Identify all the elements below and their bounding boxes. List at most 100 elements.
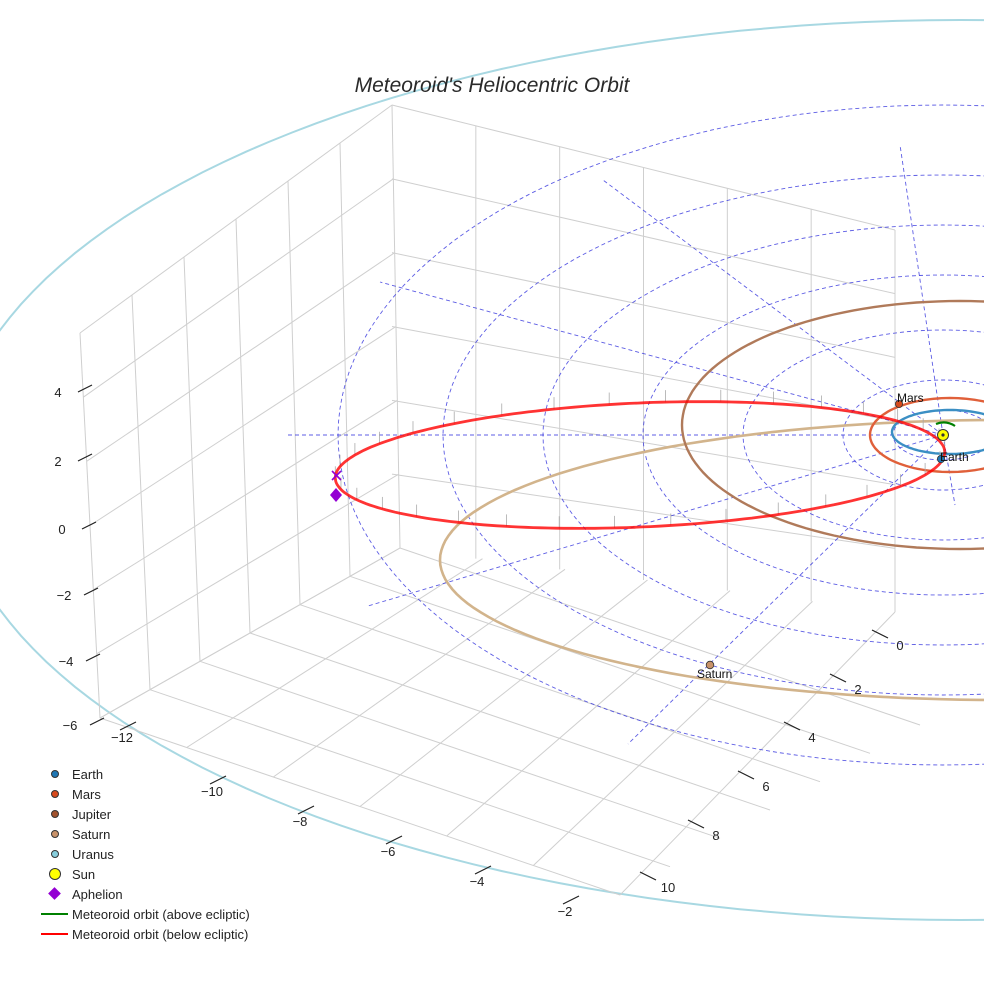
z-tick-label: −6 [63, 718, 78, 733]
x-tick-label: −4 [470, 874, 485, 889]
z-tick-label: 0 [58, 522, 65, 537]
reference-spoke [379, 281, 944, 436]
y-tick-label: 8 [712, 828, 719, 843]
legend-label: Saturn [72, 826, 111, 842]
y-tick-label: 10 [661, 880, 675, 895]
x-tick [474, 865, 492, 875]
legend: Earth Mars Jupiter Saturn Uranus Sun Aphelion M… [36, 764, 250, 944]
legend-symbol [36, 864, 72, 884]
meteoroid-orbit-below [333, 400, 947, 530]
reference-spoke [367, 434, 944, 607]
legend-item[interactable]: Sun [36, 864, 250, 884]
grid-line-floor-a [199, 660, 721, 839]
legend-item[interactable]: Jupiter [36, 804, 250, 824]
z-tick-label: 2 [54, 454, 61, 469]
y-tick-label: 4 [808, 730, 815, 745]
z-tick-label: −4 [59, 654, 74, 669]
x-tick-label: −10 [201, 784, 223, 799]
legend-item[interactable]: Meteoroid orbit (above ecliptic) [36, 904, 250, 924]
saturn-orbit [438, 418, 984, 702]
grid-line-wall-h [93, 399, 398, 591]
aphelion-projection-marker [331, 470, 342, 481]
z-tick [83, 587, 99, 596]
legend-symbol [36, 884, 72, 904]
grid-line-wall-h [79, 104, 393, 334]
legend-label: Jupiter [72, 806, 112, 822]
x-tick-label: −8 [293, 814, 308, 829]
x-tick [119, 721, 137, 731]
x-tick [385, 835, 403, 845]
grid-line-floor-a [399, 547, 921, 726]
grid-line-wall-h [83, 178, 394, 398]
grid-line-floor-a [349, 575, 871, 754]
jupiter-orbit [680, 299, 984, 551]
y-tick [639, 871, 657, 881]
grid-line-floor-b [99, 547, 401, 719]
y-tick-label: 0 [896, 638, 903, 653]
z-tick-label: −2 [57, 588, 72, 603]
z-tick [77, 384, 93, 393]
legend-item[interactable]: Saturn [36, 824, 250, 844]
legend-symbol [36, 924, 72, 944]
legend-symbol [36, 844, 72, 864]
reference-ring [442, 174, 984, 696]
meteoroid-orbit-above [935, 421, 956, 427]
y-tick [737, 770, 755, 780]
mars-marker [895, 399, 904, 408]
saturn-marker [705, 660, 715, 670]
z-tick [81, 521, 97, 530]
x-tick [562, 895, 580, 905]
grid-line-floor-b [186, 558, 483, 748]
grid-line-side-h [391, 104, 896, 231]
y-tick [783, 721, 801, 731]
legend-label: Uranus [72, 846, 114, 862]
legend-symbol [36, 904, 72, 924]
grid-line-wall-h [89, 326, 397, 526]
reference-spoke [627, 434, 944, 745]
y-tick-label: 2 [854, 682, 861, 697]
mars-label: Mars [897, 391, 924, 405]
aphelion-marker [330, 488, 342, 502]
grid-line-side-h [391, 473, 896, 549]
legend-label: Meteoroid orbit (below ecliptic) [72, 926, 249, 942]
y-tick-label: 6 [762, 779, 769, 794]
legend-label: Sun [72, 866, 96, 882]
grid-line-floor-b [532, 600, 813, 866]
reference-spoke [602, 179, 944, 436]
legend-item[interactable]: Mars [36, 784, 250, 804]
legend-item[interactable]: Uranus [36, 844, 250, 864]
grid-line-floor-b [273, 568, 566, 778]
legend-label: Aphelion [72, 886, 123, 902]
grid-line-floor-a [149, 689, 671, 868]
x-tick [297, 805, 315, 815]
y-tick [829, 673, 847, 683]
legend-label: Earth [72, 766, 104, 782]
y-tick [871, 629, 889, 639]
grid-line-floor-b [359, 579, 648, 807]
earth-marker [937, 454, 946, 463]
legend-item[interactable]: Meteoroid orbit (below ecliptic) [36, 924, 250, 944]
legend-label: Meteoroid orbit (above ecliptic) [72, 906, 250, 922]
z-tick [89, 717, 105, 726]
earth-orbit [890, 408, 984, 456]
grid-line-side-h [391, 178, 896, 295]
legend-label: Mars [72, 786, 101, 802]
legend-symbol [36, 784, 72, 804]
x-tick-label: −6 [381, 844, 396, 859]
x-tick-label: −2 [558, 904, 573, 919]
legend-symbol [36, 804, 72, 824]
z-tick [85, 653, 101, 662]
legend-symbol [36, 824, 72, 844]
grid-line-wall-h [86, 252, 395, 462]
z-tick-label: 4 [54, 385, 61, 400]
legend-item[interactable]: Aphelion [36, 884, 250, 904]
grid-line-floor-a [299, 604, 821, 783]
grid-line-side-h [391, 252, 896, 358]
legend-item[interactable]: Earth [36, 764, 250, 784]
z-tick [77, 453, 93, 462]
grid-line-floor-b [619, 611, 896, 896]
legend-symbol [36, 764, 72, 784]
reference-ring [542, 224, 984, 646]
reference-spoke [942, 434, 956, 506]
